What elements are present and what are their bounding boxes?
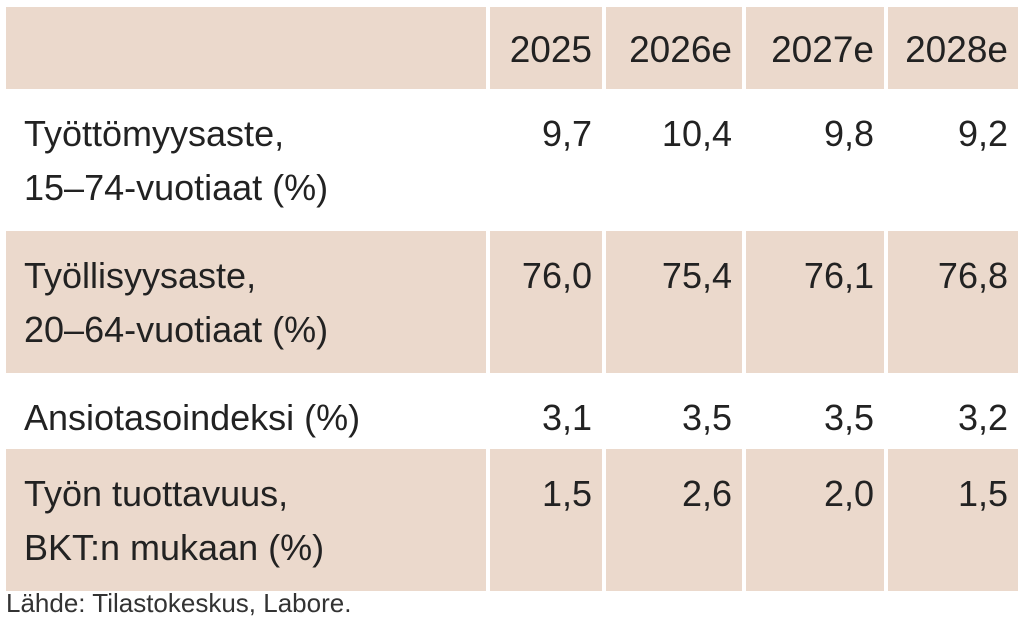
table-cell: 1,5 <box>486 449 604 591</box>
column-header: 2026e <box>602 7 744 89</box>
table-cell: 2,0 <box>742 449 886 591</box>
table-cell: 76,8 <box>884 231 1018 373</box>
data-table-container: 2025 2026e 2027e 2028e Työttömyysaste, 1… <box>6 7 1018 591</box>
table-cell: 9,7 <box>486 89 604 231</box>
table-cell: 2,6 <box>602 449 744 591</box>
table-cell: 3,5 <box>742 373 886 449</box>
header-label-cell <box>6 7 488 89</box>
table-cell: 75,4 <box>602 231 744 373</box>
table-cell: 3,2 <box>884 373 1018 449</box>
column-header: 2028e <box>884 7 1018 89</box>
table-cell: 9,2 <box>884 89 1018 231</box>
table-row: Työttömyysaste, 15–74-vuotiaat (%) 9,7 1… <box>6 89 1018 231</box>
row-label-line: BKT:n mukaan (%) <box>24 527 325 568</box>
table-row: Työn tuottavuus, BKT:n mukaan (%) 1,5 2,… <box>6 449 1018 591</box>
table-cell: 10,4 <box>602 89 744 231</box>
row-label-line: 20–64-vuotiaat (%) <box>24 309 329 350</box>
table-cell: 3,5 <box>602 373 744 449</box>
table-row: Työllisyysaste, 20–64-vuotiaat (%) 76,0 … <box>6 231 1018 373</box>
table-cell: 76,1 <box>742 231 886 373</box>
row-label: Työttömyysaste, 15–74-vuotiaat (%) <box>6 89 488 231</box>
table-cell: 9,8 <box>742 89 886 231</box>
row-label-line: Työllisyysaste, <box>24 255 257 296</box>
data-table: 2025 2026e 2027e 2028e Työttömyysaste, 1… <box>6 7 1018 591</box>
row-label-line: Ansiotasoindeksi (%) <box>24 397 361 438</box>
row-label-line: 15–74-vuotiaat (%) <box>24 167 329 208</box>
row-label: Työllisyysaste, 20–64-vuotiaat (%) <box>6 231 488 373</box>
row-label: Ansiotasoindeksi (%) <box>6 373 488 449</box>
row-label-line: Työttömyysaste, <box>24 113 285 154</box>
table-header-row: 2025 2026e 2027e 2028e <box>6 7 1018 89</box>
column-header: 2025 <box>486 7 604 89</box>
source-note: Lähde: Tilastokeskus, Labore. <box>6 588 352 618</box>
table-cell: 3,1 <box>486 373 604 449</box>
table-cell: 76,0 <box>486 231 604 373</box>
row-label-line: Työn tuottavuus, <box>24 473 289 514</box>
table-row: Ansiotasoindeksi (%) 3,1 3,5 3,5 3,2 <box>6 373 1018 449</box>
column-header: 2027e <box>742 7 886 89</box>
table-cell: 1,5 <box>884 449 1018 591</box>
row-label: Työn tuottavuus, BKT:n mukaan (%) <box>6 449 488 591</box>
